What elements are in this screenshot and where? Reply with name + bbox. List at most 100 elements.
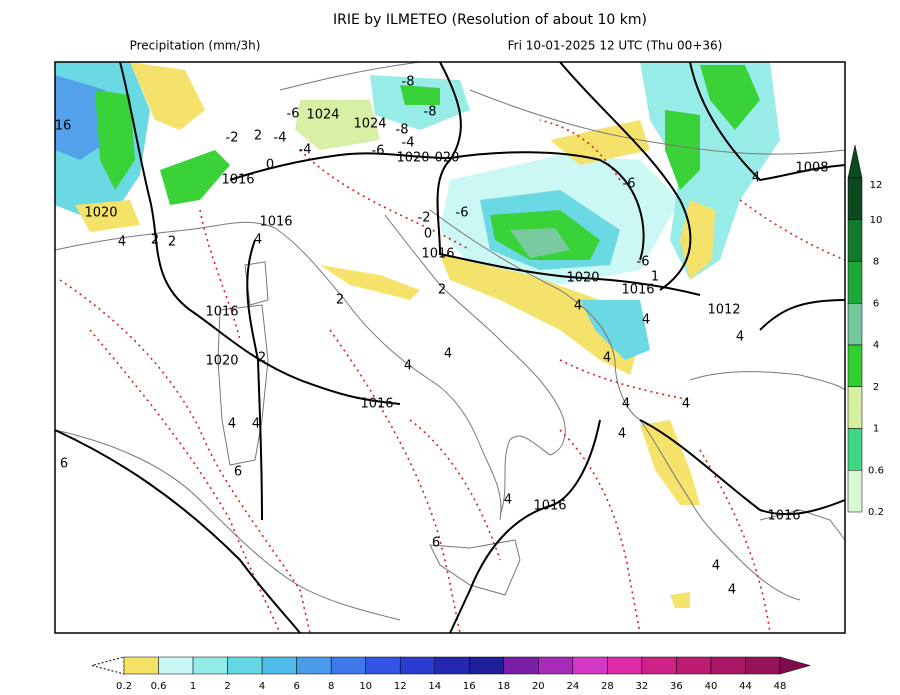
scale-label: 44 [739,681,752,692]
temperature-label: 4 [404,359,412,374]
side-label: 0.6 [868,465,884,476]
scale-label: 40 [705,681,718,692]
scale-label: 0.6 [151,681,167,692]
isobar-label: 1016 [221,173,254,188]
title: IRIE by ILMETEO (Resolution of about 10 … [333,12,647,28]
temperature-label: 0 [266,158,274,173]
side-label: 0.2 [868,507,884,518]
temperature-label: 16 [55,119,72,134]
scale-swatch [399,656,435,675]
temperature-label: 4 [228,417,236,432]
scale-swatch [641,656,677,675]
side-label: 12 [870,180,883,191]
temperature-label: 4 [642,313,650,328]
side-swatch [847,177,863,220]
side-label: 8 [873,257,879,268]
isobar-label: 1008 [795,161,828,176]
temperature-label: 4 [252,417,260,432]
scale-swatch [538,656,574,675]
scale-label: 24 [566,681,579,692]
side-swatch [847,428,863,471]
temperature-label: 4 [736,330,744,345]
scale-swatch [192,656,228,675]
scale-swatch [745,656,781,675]
scale-label: 0.2 [116,681,132,692]
temperature-label: 6 [234,465,242,480]
scale-label: 2 [224,681,230,692]
isobar-label: 1024 [306,108,339,123]
scale-label: 4 [259,681,265,692]
side-label: 10 [870,215,883,226]
isobar-label: 1016 [259,215,292,230]
temperature-label: 6 [432,536,440,551]
temperature-label: 4 [622,397,630,412]
scale-label: 32 [636,681,649,692]
temperature-label: 2 [336,293,344,308]
isobar-label: 1020 [566,271,599,286]
temperature-label: 1 [651,270,659,285]
temperature-label: 4 [618,427,626,442]
temperature-label: -8 [402,75,415,90]
side-swatch [847,386,863,429]
scale-label: 14 [428,681,441,692]
side-arrow [847,144,863,179]
scale-label: 48 [774,681,787,692]
scale-label: 20 [532,681,545,692]
temperature-label: 4 [574,299,582,314]
scale-label: 18 [497,681,510,692]
temperature-label: 4 [254,233,262,248]
side-label: 6 [873,298,879,309]
temperature-label: -6 [372,144,385,159]
temperature-label: 4 [504,493,512,508]
side-label: 2 [873,382,879,393]
scale-swatch [710,656,746,675]
isobar-label: 1016 [360,397,393,412]
scale-swatch [261,656,297,675]
scale-label: 28 [601,681,614,692]
temperature-label: -4 [274,131,287,146]
scale-swatch [676,656,712,675]
side-swatch [847,303,863,346]
subtitle-left: Precipitation (mm/3h) [130,39,261,53]
side-label: 1 [873,424,879,435]
scale-swatch [158,656,194,675]
temperature-label: 2 [258,351,266,366]
temperature-label: 0 [424,227,432,242]
subtitle-right: Fri 10-01-2025 12 UTC (Thu 00+36) [508,39,723,53]
temperature-label: -6 [637,255,650,270]
scale-label: 36 [670,681,683,692]
scale-label: 8 [328,681,334,692]
scale-label: 12 [394,681,407,692]
side-swatch [847,219,863,262]
temperature-label: 2 [151,233,159,248]
scale-arrow-right [779,656,811,675]
side-label: 4 [873,340,879,351]
temperature-label: -8 [424,105,437,120]
isobar-label: 1020 [84,206,117,221]
temperature-label: 2 [438,283,446,298]
isobar-label: 1016 [205,305,238,320]
temperature-label: -4 [299,143,312,158]
scale-swatch [296,656,332,675]
scale-swatch [469,656,505,675]
temperature-label: 2 [168,235,176,250]
temperature-label: 4 [752,171,760,186]
isobar-label: 1020 [205,354,238,369]
isobar-label: 1020 [396,151,429,166]
temperature-label: 4 [728,583,736,598]
temperature-label: -6 [623,177,636,192]
scale-swatch [572,656,608,675]
temperature-label: 2 [254,129,262,144]
scale-swatch [227,656,263,675]
isobar-label: 1016 [533,499,566,514]
scale-swatch [330,656,366,675]
temperature-label: -2 [226,131,239,146]
scale-swatch [434,656,470,675]
scale-swatch [123,656,159,675]
scale-label: 1 [190,681,196,692]
temperature-label: -6 [287,107,300,122]
side-swatch [847,470,863,513]
scale-swatch [607,656,643,675]
